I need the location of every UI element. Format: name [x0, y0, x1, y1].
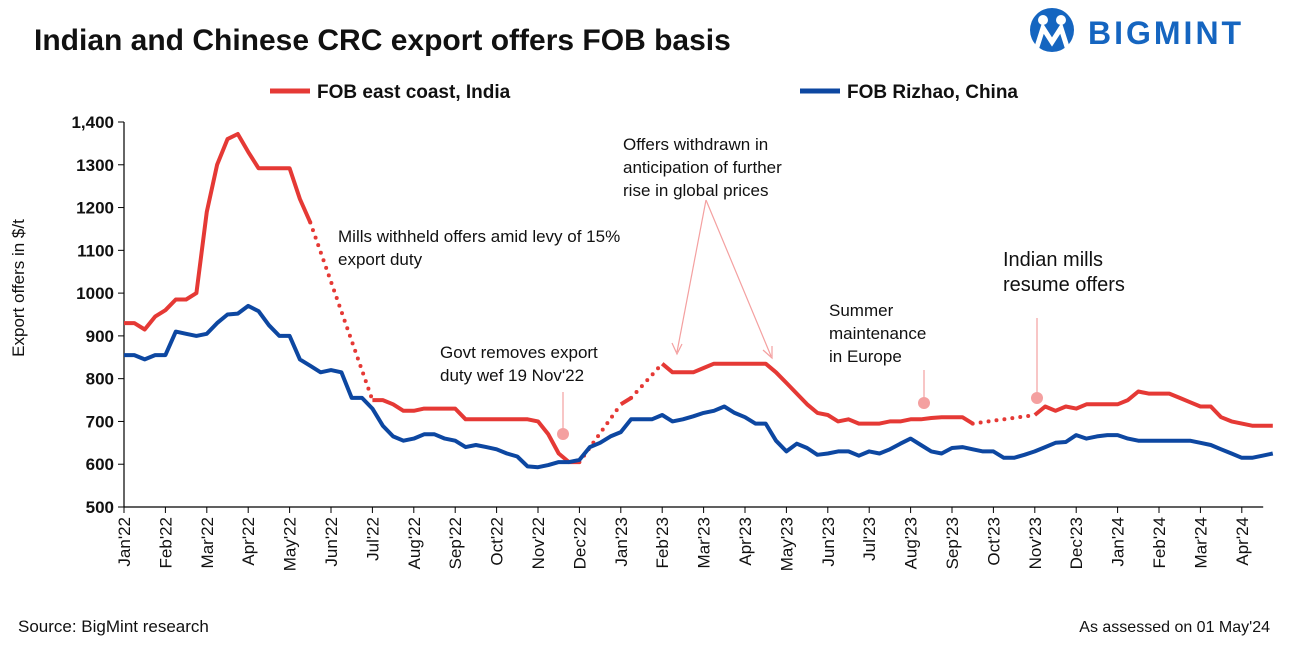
x-tick-label: Mar'23 [695, 517, 714, 568]
annotation: resume offers [1003, 274, 1125, 296]
x-tick-label: Feb'23 [653, 517, 672, 568]
annotation: Mills withheld offers amid levy of 15% [338, 227, 620, 246]
x-tick-label: Dec'23 [1067, 517, 1086, 569]
x-tick-label: Mar'22 [198, 517, 217, 568]
annotation-pointers [557, 199, 1043, 440]
annotation: maintenance [829, 324, 926, 343]
x-tick-label: Feb'24 [1150, 517, 1169, 568]
gap-connector [308, 220, 375, 403]
x-tick-label: Nov'23 [1026, 517, 1045, 569]
x-tick-label: Apr'23 [736, 517, 755, 566]
y-tick-label: 900 [86, 327, 114, 346]
x-tick-label: Jul'23 [860, 517, 879, 561]
x-tick-label: Apr'22 [239, 517, 258, 566]
y-tick-label: 1,400 [71, 113, 114, 132]
x-tick-label: Jun'23 [819, 517, 838, 567]
x-tick-label: May'22 [281, 517, 300, 571]
x-tick-label: Feb'22 [156, 517, 175, 568]
annotation: anticipation of further [623, 158, 782, 177]
x-tick-label: Nov'22 [529, 517, 548, 569]
y-tick-label: 700 [86, 412, 114, 431]
annotation: export duty [338, 250, 423, 269]
annotation: in Europe [829, 347, 902, 366]
annotation: Govt removes export [440, 343, 598, 362]
x-tick-label: Oct'23 [984, 517, 1003, 566]
annotation: Summer [829, 301, 894, 320]
note: As assessed on 01 May'24 [1079, 619, 1270, 636]
gap-connector [629, 361, 665, 400]
y-tick-label: 800 [86, 370, 114, 389]
logo: BIGMINT [1030, 8, 1244, 52]
y-tick-label: 1200 [76, 199, 114, 218]
legend-label: FOB east coast, India [317, 82, 511, 103]
x-tick-label: May'23 [777, 517, 796, 571]
y-tick-label: 1300 [76, 156, 114, 175]
annotation: rise in global prices [623, 181, 769, 200]
brand: BIGMINT [1088, 15, 1244, 51]
y-tick-label: 1100 [77, 241, 114, 260]
series-line [124, 303, 1274, 470]
annotation: Offers withdrawn in [623, 135, 768, 154]
annotation: Indian mills [1003, 249, 1103, 271]
source: Source: BigMint research [18, 617, 209, 636]
gap-connector [970, 413, 1037, 426]
x-tick-label: Jan'24 [1109, 517, 1128, 567]
x-tick-label: Oct'22 [488, 517, 507, 566]
x-tick-label: Jan'22 [115, 517, 134, 567]
legend-label: FOB Rizhao, China [847, 82, 1018, 103]
y-tick-label: 500 [86, 498, 114, 517]
y-tick-label: 1000 [76, 284, 114, 303]
x-tick-label: Sep'22 [446, 517, 465, 569]
x-tick-label: Dec'22 [570, 517, 589, 569]
x-tick-label: Jan'23 [612, 517, 631, 567]
x-tick-label: Apr'24 [1233, 517, 1252, 566]
chart-title: Indian and Chinese CRC export offers FOB… [34, 24, 731, 57]
x-tick-label: Jul'22 [363, 517, 382, 561]
y-axis-label: Export offers in $/t [9, 219, 28, 357]
y-tick-label: 600 [86, 455, 114, 474]
x-tick-label: Sep'23 [943, 517, 962, 569]
x-tick-label: Mar'24 [1191, 517, 1210, 568]
x-tick-label: Aug'22 [405, 517, 424, 569]
x-tick-label: Jun'22 [322, 517, 341, 567]
annotation: duty wef 19 Nov'22 [440, 366, 584, 385]
x-tick-label: Aug'23 [902, 517, 921, 569]
series-line [124, 132, 1273, 465]
